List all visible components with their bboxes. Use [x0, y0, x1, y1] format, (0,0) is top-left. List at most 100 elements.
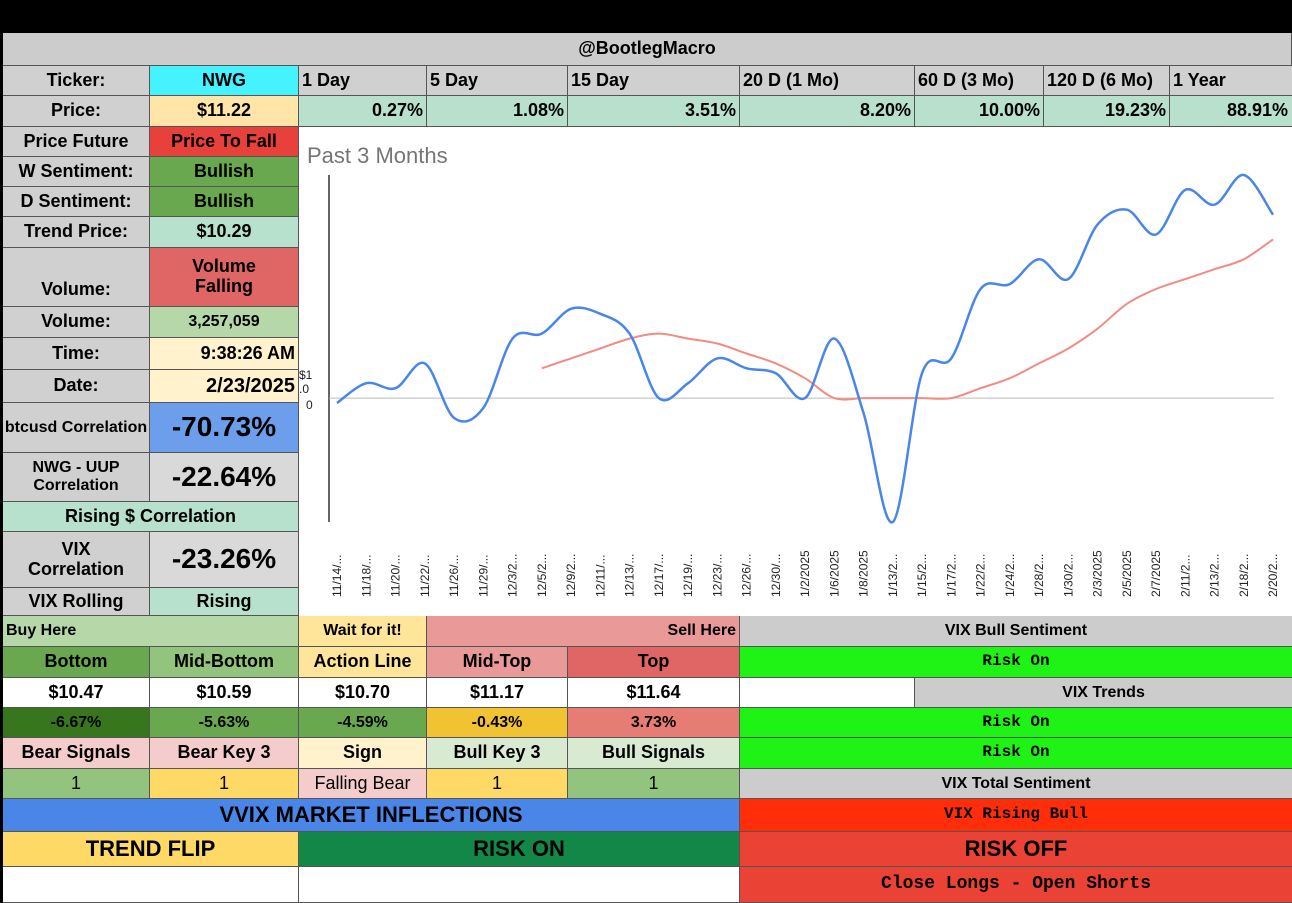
signal-header-bull-key-3: Bull Key 3	[427, 738, 568, 769]
vix-total-sentiment-label: VIX Total Sentiment	[740, 769, 1292, 799]
vix-correlation-value: -23.26%	[150, 532, 299, 588]
x-tick-label: 1/24/2...	[1003, 554, 1017, 597]
signal-value-bear-signals: 1	[3, 769, 150, 799]
price-label: Price:	[3, 96, 150, 127]
signal-header-sign: Sign	[299, 738, 427, 769]
time-label: Time:	[3, 338, 150, 370]
buy-here-label: Buy Here	[3, 616, 299, 647]
level-pct-bottom: -6.67%	[3, 708, 150, 738]
risk-off-action: Close Longs - Open Shorts	[740, 867, 1292, 903]
rising-dollar-correlation: Rising $ Correlation	[3, 502, 299, 532]
price-future-value: Price To Fall	[150, 127, 299, 157]
volume-value: 3,257,059	[150, 307, 299, 338]
x-tick-label: 2/5/2025	[1120, 550, 1134, 597]
vix-total-sentiment-value: VIX Rising Bull	[740, 799, 1292, 832]
return-20-day: 8.20%	[740, 96, 915, 127]
d-sentiment-value: Bullish	[150, 187, 299, 217]
title-bar	[0, 0, 1292, 33]
trend-flip-header: TREND FLIP	[3, 832, 299, 867]
wait-label: Wait for it!	[299, 616, 427, 647]
series-line-price	[336, 173, 1275, 524]
volume-label: Volume:	[3, 248, 150, 307]
vix-rolling-value: Rising	[150, 588, 299, 616]
level-header-mid-top: Mid-Top	[427, 647, 568, 678]
signal-value-bull-key-3: 1	[427, 769, 568, 799]
period-60-day: 60 D (3 Mo)	[915, 66, 1044, 96]
level-price-mid-bottom: $10.59	[150, 678, 299, 708]
date-label: Date:	[3, 370, 150, 403]
level-header-bottom: Bottom	[3, 647, 150, 678]
vix-trends-label: VIX Trends	[915, 678, 1292, 708]
x-tick-label: 1/15/2...	[915, 554, 929, 597]
btcusd-correlation-label: btcusd Correlation	[3, 403, 150, 453]
w-sentiment-label: W Sentiment:	[3, 157, 150, 187]
ticker-label: Ticker:	[3, 66, 150, 96]
x-tick-label: 12/9/2...	[564, 554, 578, 597]
level-price-mid-top: $11.17	[427, 678, 568, 708]
price-chart: Past 3 Months $1 .0 0 11/14/... 11/18/...…	[299, 127, 1292, 616]
x-tick-label: 2/3/2025	[1091, 550, 1105, 597]
x-tick-label: 2/11/2...	[1178, 555, 1192, 597]
x-tick-label: 1/13/2...	[886, 554, 900, 597]
x-tick-label: 1/6/2025	[827, 550, 841, 597]
left-edge	[0, 33, 3, 903]
series-line-moving-average	[541, 238, 1274, 401]
d-sentiment-label: D Sentiment:	[3, 187, 150, 217]
signal-header-bull-signals: Bull Signals	[568, 738, 740, 769]
level-pct-mid-bottom: -5.63%	[150, 708, 299, 738]
vix-bull-sentiment-value: Risk On	[740, 647, 1292, 678]
period-5-day: 5 Day	[427, 66, 568, 96]
period-1-year: 1 Year	[1170, 66, 1292, 96]
level-header-top: Top	[568, 647, 740, 678]
vix-trend-2: Risk On	[740, 738, 1292, 769]
x-tick-label: 12/30/...	[769, 554, 783, 597]
vix-blank-cell	[740, 678, 915, 708]
x-tick-label: 1/8/2025	[857, 550, 871, 597]
sell-here-label: Sell Here	[427, 616, 740, 647]
y-tick-label-3: 0	[306, 398, 313, 412]
vix-bull-sentiment-label: VIX Bull Sentiment	[740, 616, 1292, 647]
trend-flip-value	[3, 867, 299, 903]
level-price-top: $11.64	[568, 678, 740, 708]
level-header-action-line: Action Line	[299, 647, 427, 678]
period-20-day: 20 D (1 Mo)	[740, 66, 915, 96]
x-tick-label: 1/30/2...	[1061, 554, 1075, 597]
level-pct-action-line: -4.59%	[299, 708, 427, 738]
volume-value-label: Volume:	[3, 307, 150, 338]
chart-background	[299, 127, 1292, 616]
signal-value-sign: Falling Bear	[299, 769, 427, 799]
signal-value-bear-key-3: 1	[150, 769, 299, 799]
x-tick-label: 1/17/2...	[944, 554, 958, 597]
ticker-value[interactable]: NWG	[150, 66, 299, 96]
signal-header-bear-signals: Bear Signals	[3, 738, 150, 769]
vix-correlation-label: VIX Correlation	[3, 532, 150, 588]
x-tick-label: 12/13/...	[623, 554, 637, 597]
x-tick-label: 12/17/...	[652, 554, 666, 597]
handle-header: @BootlegMacro	[3, 33, 1292, 66]
y-tick-label-1: $1	[299, 368, 313, 382]
x-tick-label: 2/7/2025	[1149, 550, 1163, 597]
x-tick-label: 2/18/2...	[1237, 554, 1251, 597]
price-future-label: Price Future	[3, 127, 150, 157]
price-value: $11.22	[150, 96, 299, 127]
x-tick-label: 1/2/2025	[798, 550, 812, 597]
x-tick-label: 12/11/...	[593, 555, 607, 597]
trend-price-value: $10.29	[150, 217, 299, 248]
x-tick-label: 11/18/...	[359, 555, 373, 597]
period-15-day: 15 Day	[568, 66, 740, 96]
vvix-market-inflections: VVIX MARKET INFLECTIONS	[3, 799, 740, 832]
date-value: 2/23/2025	[150, 370, 299, 403]
x-tick-label: 1/28/2...	[1032, 554, 1046, 597]
return-15-day: 3.51%	[568, 96, 740, 127]
return-1-year: 88.91%	[1170, 96, 1292, 127]
level-pct-top: 3.73%	[568, 708, 740, 738]
x-tick-label: 2/20/2...	[1266, 554, 1280, 597]
x-tick-label: 12/3/2...	[506, 554, 520, 597]
return-120-day: 19.23%	[1044, 96, 1170, 127]
w-sentiment-value: Bullish	[150, 157, 299, 187]
time-value: 9:38:26 AM	[150, 338, 299, 370]
x-tick-label: 12/23/...	[710, 554, 724, 597]
x-tick-label: 11/20/...	[389, 555, 403, 597]
chart-title: Past 3 Months	[307, 143, 448, 168]
x-tick-label: 11/22/...	[418, 555, 432, 597]
